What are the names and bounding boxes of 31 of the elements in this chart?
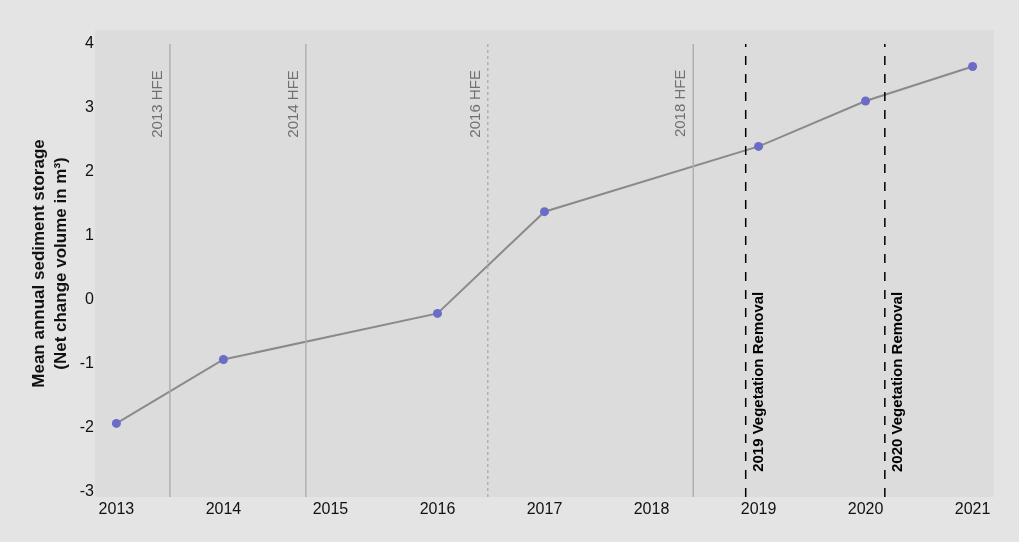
- point: [218, 354, 228, 364]
- x-tick-label: 2017: [526, 500, 563, 517]
- ref-line-label: 2020 Vegetation Removal: [887, 291, 905, 472]
- point: [968, 61, 978, 71]
- x-tick-label: 2019: [740, 500, 777, 517]
- x-tick-label: 2016: [419, 500, 456, 517]
- ref-line-label: 2014 HFE: [283, 70, 301, 138]
- x-tick-label: 2015: [312, 500, 349, 517]
- point: [861, 96, 871, 106]
- y-tick-label: -2: [79, 418, 95, 436]
- x-tick-label: 2020: [847, 500, 884, 517]
- ref-line-label: 2016 HFE: [465, 70, 483, 138]
- x-tick-label: 2018: [633, 500, 670, 517]
- point: [111, 418, 121, 428]
- x-tick-label: 2021: [954, 500, 991, 517]
- y-tick-label: 2: [85, 162, 95, 180]
- y-axis-title: Mean annual sediment storage (Net change volume in m³): [29, 139, 71, 388]
- x-tick-label: 2014: [205, 500, 242, 517]
- y-tick-label: 0: [85, 290, 95, 308]
- y-tick-label: 1: [85, 226, 95, 244]
- y-tick-label: -1: [79, 354, 95, 372]
- y-tick-label: 3: [85, 98, 95, 116]
- y-tick-label: -3: [79, 482, 95, 500]
- point: [432, 308, 442, 318]
- ref-line-label: 2018 HFE: [671, 69, 689, 138]
- ref-line-label: 2019 Vegetation Removal: [748, 291, 766, 472]
- point: [540, 207, 549, 217]
- y-tick-label: 4: [85, 34, 95, 52]
- x-tick-label: 2013: [98, 500, 135, 517]
- ref-line-label: 2013 HFE: [148, 70, 166, 138]
- point: [754, 141, 764, 151]
